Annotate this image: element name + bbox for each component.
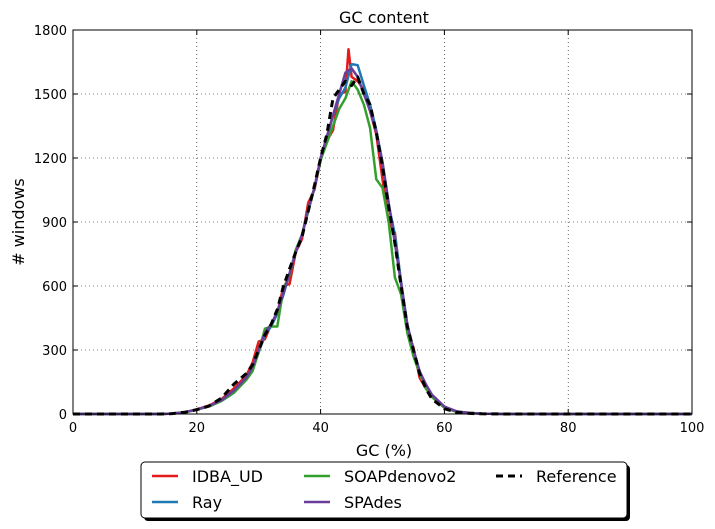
series-lines <box>73 47 692 416</box>
legend-label-soapdenovo2: SOAPdenovo2 <box>344 467 456 486</box>
legend-label-reference: Reference <box>536 467 617 486</box>
legend-box <box>140 461 628 519</box>
x-tick-label: 60 <box>436 421 453 436</box>
legend-label-idba-ud: IDBA_UD <box>192 467 263 487</box>
y-tick-label: 600 <box>42 280 67 295</box>
y-tick-label: 300 <box>42 344 67 359</box>
y-tick-label: 900 <box>42 216 67 231</box>
x-axis-title: GC (%) <box>356 441 412 460</box>
series-line-ray <box>73 62 692 416</box>
legend-label-ray: Ray <box>192 493 222 512</box>
x-tick-label: 80 <box>560 421 577 436</box>
chart-title: GC content <box>339 8 429 27</box>
x-tick-label: 20 <box>189 421 206 436</box>
x-tick-label: 0 <box>69 421 77 436</box>
y-tick-label: 0 <box>59 408 67 423</box>
y-tick-label: 1800 <box>34 24 67 39</box>
x-tick-label: 40 <box>312 421 329 436</box>
x-tick-label: 100 <box>680 421 705 436</box>
grid-lines <box>73 30 692 414</box>
y-tick-label: 1200 <box>34 152 67 167</box>
series-line-idba-ud <box>73 47 692 416</box>
series-line-reference <box>73 75 692 416</box>
legend-label-spades: SPAdes <box>344 493 402 512</box>
series-line-spades <box>73 67 692 416</box>
y-tick-label: 1500 <box>34 88 67 103</box>
y-axis-title: # windows <box>9 178 28 266</box>
legend: IDBA_UD Ray SOAPdenovo2 SPAdes Reference <box>140 461 630 521</box>
axis-ticks: 0 20 40 60 80 100 0 300 600 900 1200 1500 1800 <box>34 24 705 436</box>
series-line-soapdenovo2 <box>73 79 692 416</box>
